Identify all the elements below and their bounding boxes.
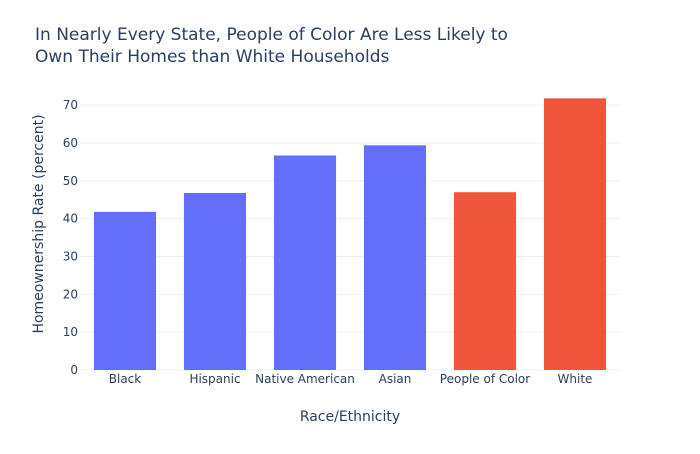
y-tick-label: 70 bbox=[63, 98, 78, 112]
bars bbox=[93, 98, 607, 371]
bar-black[interactable] bbox=[93, 211, 157, 370]
bar-asian[interactable] bbox=[363, 145, 427, 370]
bar-native-american[interactable] bbox=[273, 155, 337, 371]
gridlines bbox=[80, 104, 620, 371]
bar-white[interactable] bbox=[543, 98, 607, 370]
y-tick-label: 20 bbox=[63, 287, 78, 301]
x-tick-label: Black bbox=[109, 372, 142, 386]
y-tick-label: 40 bbox=[63, 212, 78, 226]
x-axis-tick-labels: Black Hispanic Native American Asian People … bbox=[109, 372, 593, 386]
y-tick-label: 30 bbox=[63, 250, 78, 264]
x-tick-label: People of Color bbox=[440, 372, 530, 386]
x-axis-title: Race/Ethnicity bbox=[300, 409, 400, 425]
bar-hispanic[interactable] bbox=[183, 192, 247, 370]
y-tick-label: 50 bbox=[63, 174, 78, 188]
x-tick-label: Hispanic bbox=[189, 372, 240, 386]
chart-title-line-2: Own Their Homes than White Households bbox=[35, 47, 389, 67]
bar-people-of-color[interactable] bbox=[453, 192, 517, 370]
y-axis-title: Homeownership Rate (percent) bbox=[31, 114, 47, 333]
y-axis-tick-labels: 0 10 20 30 40 50 60 70 bbox=[63, 98, 78, 377]
chart-title-line-1: In Nearly Every State, People of Color A… bbox=[35, 25, 508, 45]
y-tick-label: 60 bbox=[63, 136, 78, 150]
x-tick-label: White bbox=[558, 372, 593, 386]
y-tick-label: 10 bbox=[63, 325, 78, 339]
x-tick-label: Native American bbox=[255, 372, 355, 386]
x-tick-label: Asian bbox=[379, 372, 412, 386]
y-tick-label: 0 bbox=[70, 363, 78, 377]
